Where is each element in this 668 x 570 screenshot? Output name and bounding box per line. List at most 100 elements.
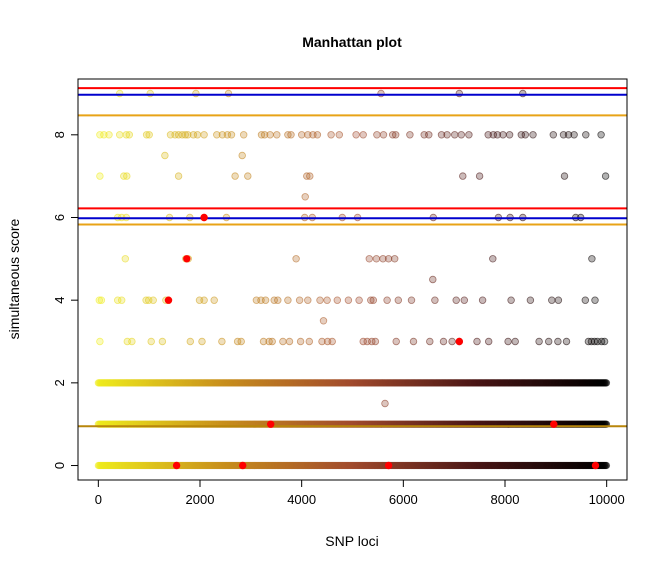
data-point: [96, 337, 104, 346]
data-point: [184, 131, 192, 139]
data-point: [601, 172, 610, 180]
data-point: [591, 296, 599, 304]
highlighted-point: [200, 213, 208, 222]
data-point: [439, 337, 448, 346]
data-point: [507, 296, 515, 304]
data-point: [244, 172, 252, 180]
data-point: [237, 337, 245, 346]
data-point: [273, 131, 281, 139]
data-point: [437, 131, 446, 139]
data-point: [333, 296, 341, 304]
data-point: [519, 89, 527, 98]
y-tick-label: 6: [52, 214, 67, 221]
data-point: [372, 255, 381, 263]
data-point: [582, 131, 590, 139]
highlighted-point: [183, 255, 191, 263]
data-point: [95, 296, 103, 304]
data-point: [218, 337, 226, 346]
data-point: [128, 337, 136, 346]
data-point: [125, 131, 133, 139]
data-point: [305, 337, 313, 346]
data-point: [147, 337, 155, 346]
data-point: [97, 296, 106, 304]
data-point: [526, 296, 535, 304]
data-point: [359, 131, 367, 139]
data-point: [426, 337, 434, 346]
data-point: [554, 337, 562, 346]
data-point: [319, 317, 328, 325]
data-point: [511, 337, 519, 346]
data-point: [602, 461, 611, 470]
data-point: [597, 131, 605, 139]
data-point: [189, 131, 198, 139]
data-point: [373, 131, 381, 139]
y-tick-label: 4: [52, 297, 67, 304]
x-tick-label: 10000: [589, 492, 625, 507]
data-point: [394, 296, 402, 304]
data-point: [279, 337, 287, 346]
data-point: [213, 131, 221, 139]
plot-frame: [77, 78, 628, 481]
data-point: [186, 337, 194, 346]
data-point: [365, 255, 373, 263]
data-point: [451, 131, 459, 139]
data-point: [355, 296, 363, 304]
data-point: [570, 131, 578, 139]
data-point: [452, 296, 460, 304]
data-point: [192, 89, 200, 98]
data-point: [323, 296, 331, 304]
data-point: [379, 131, 388, 139]
data-point: [239, 131, 248, 139]
data-point: [304, 296, 312, 304]
data-point: [554, 296, 563, 304]
data-point: [392, 337, 400, 346]
data-point: [560, 172, 569, 180]
data-point: [431, 296, 439, 304]
data-point: [313, 131, 322, 139]
data-point: [384, 255, 393, 263]
highlighted-point: [455, 337, 463, 346]
data-point: [274, 296, 282, 304]
data-point: [548, 296, 556, 304]
data-point: [223, 131, 232, 139]
highlighted-points: [164, 213, 600, 470]
data-point: [559, 131, 568, 139]
data-point: [535, 337, 543, 346]
data-point: [115, 131, 124, 139]
data-point: [465, 131, 473, 139]
x-axis-label: SNP loci: [325, 533, 378, 549]
data-point: [484, 131, 492, 139]
data-point: [260, 131, 269, 139]
data-point: [581, 296, 589, 304]
data-point: [198, 337, 206, 346]
data-point: [564, 131, 573, 139]
data-point: [218, 131, 227, 139]
data-point: [379, 255, 387, 263]
data-point: [448, 337, 456, 346]
data-point: [459, 172, 467, 180]
x-tick-label: 0: [95, 492, 102, 507]
data-point: [499, 131, 507, 139]
data-point: [409, 337, 418, 346]
threshold-lines: [78, 87, 627, 428]
data-point: [521, 131, 529, 139]
data-point: [296, 337, 305, 346]
data-point: [266, 131, 274, 139]
highlighted-point: [384, 461, 393, 470]
chart-title: Manhattan plot: [302, 34, 402, 50]
data-point: [327, 131, 335, 139]
data-point: [377, 89, 385, 98]
data-point: [306, 172, 314, 180]
data-point: [478, 296, 487, 304]
highlighted-point: [550, 420, 558, 428]
data-point: [371, 337, 380, 346]
data-point: [485, 337, 493, 346]
data-point: [115, 89, 124, 98]
data-point: [335, 131, 343, 139]
data-point: [142, 131, 151, 139]
data-point: [473, 337, 481, 346]
data-point: [489, 255, 497, 263]
highlighted-point: [267, 420, 275, 428]
